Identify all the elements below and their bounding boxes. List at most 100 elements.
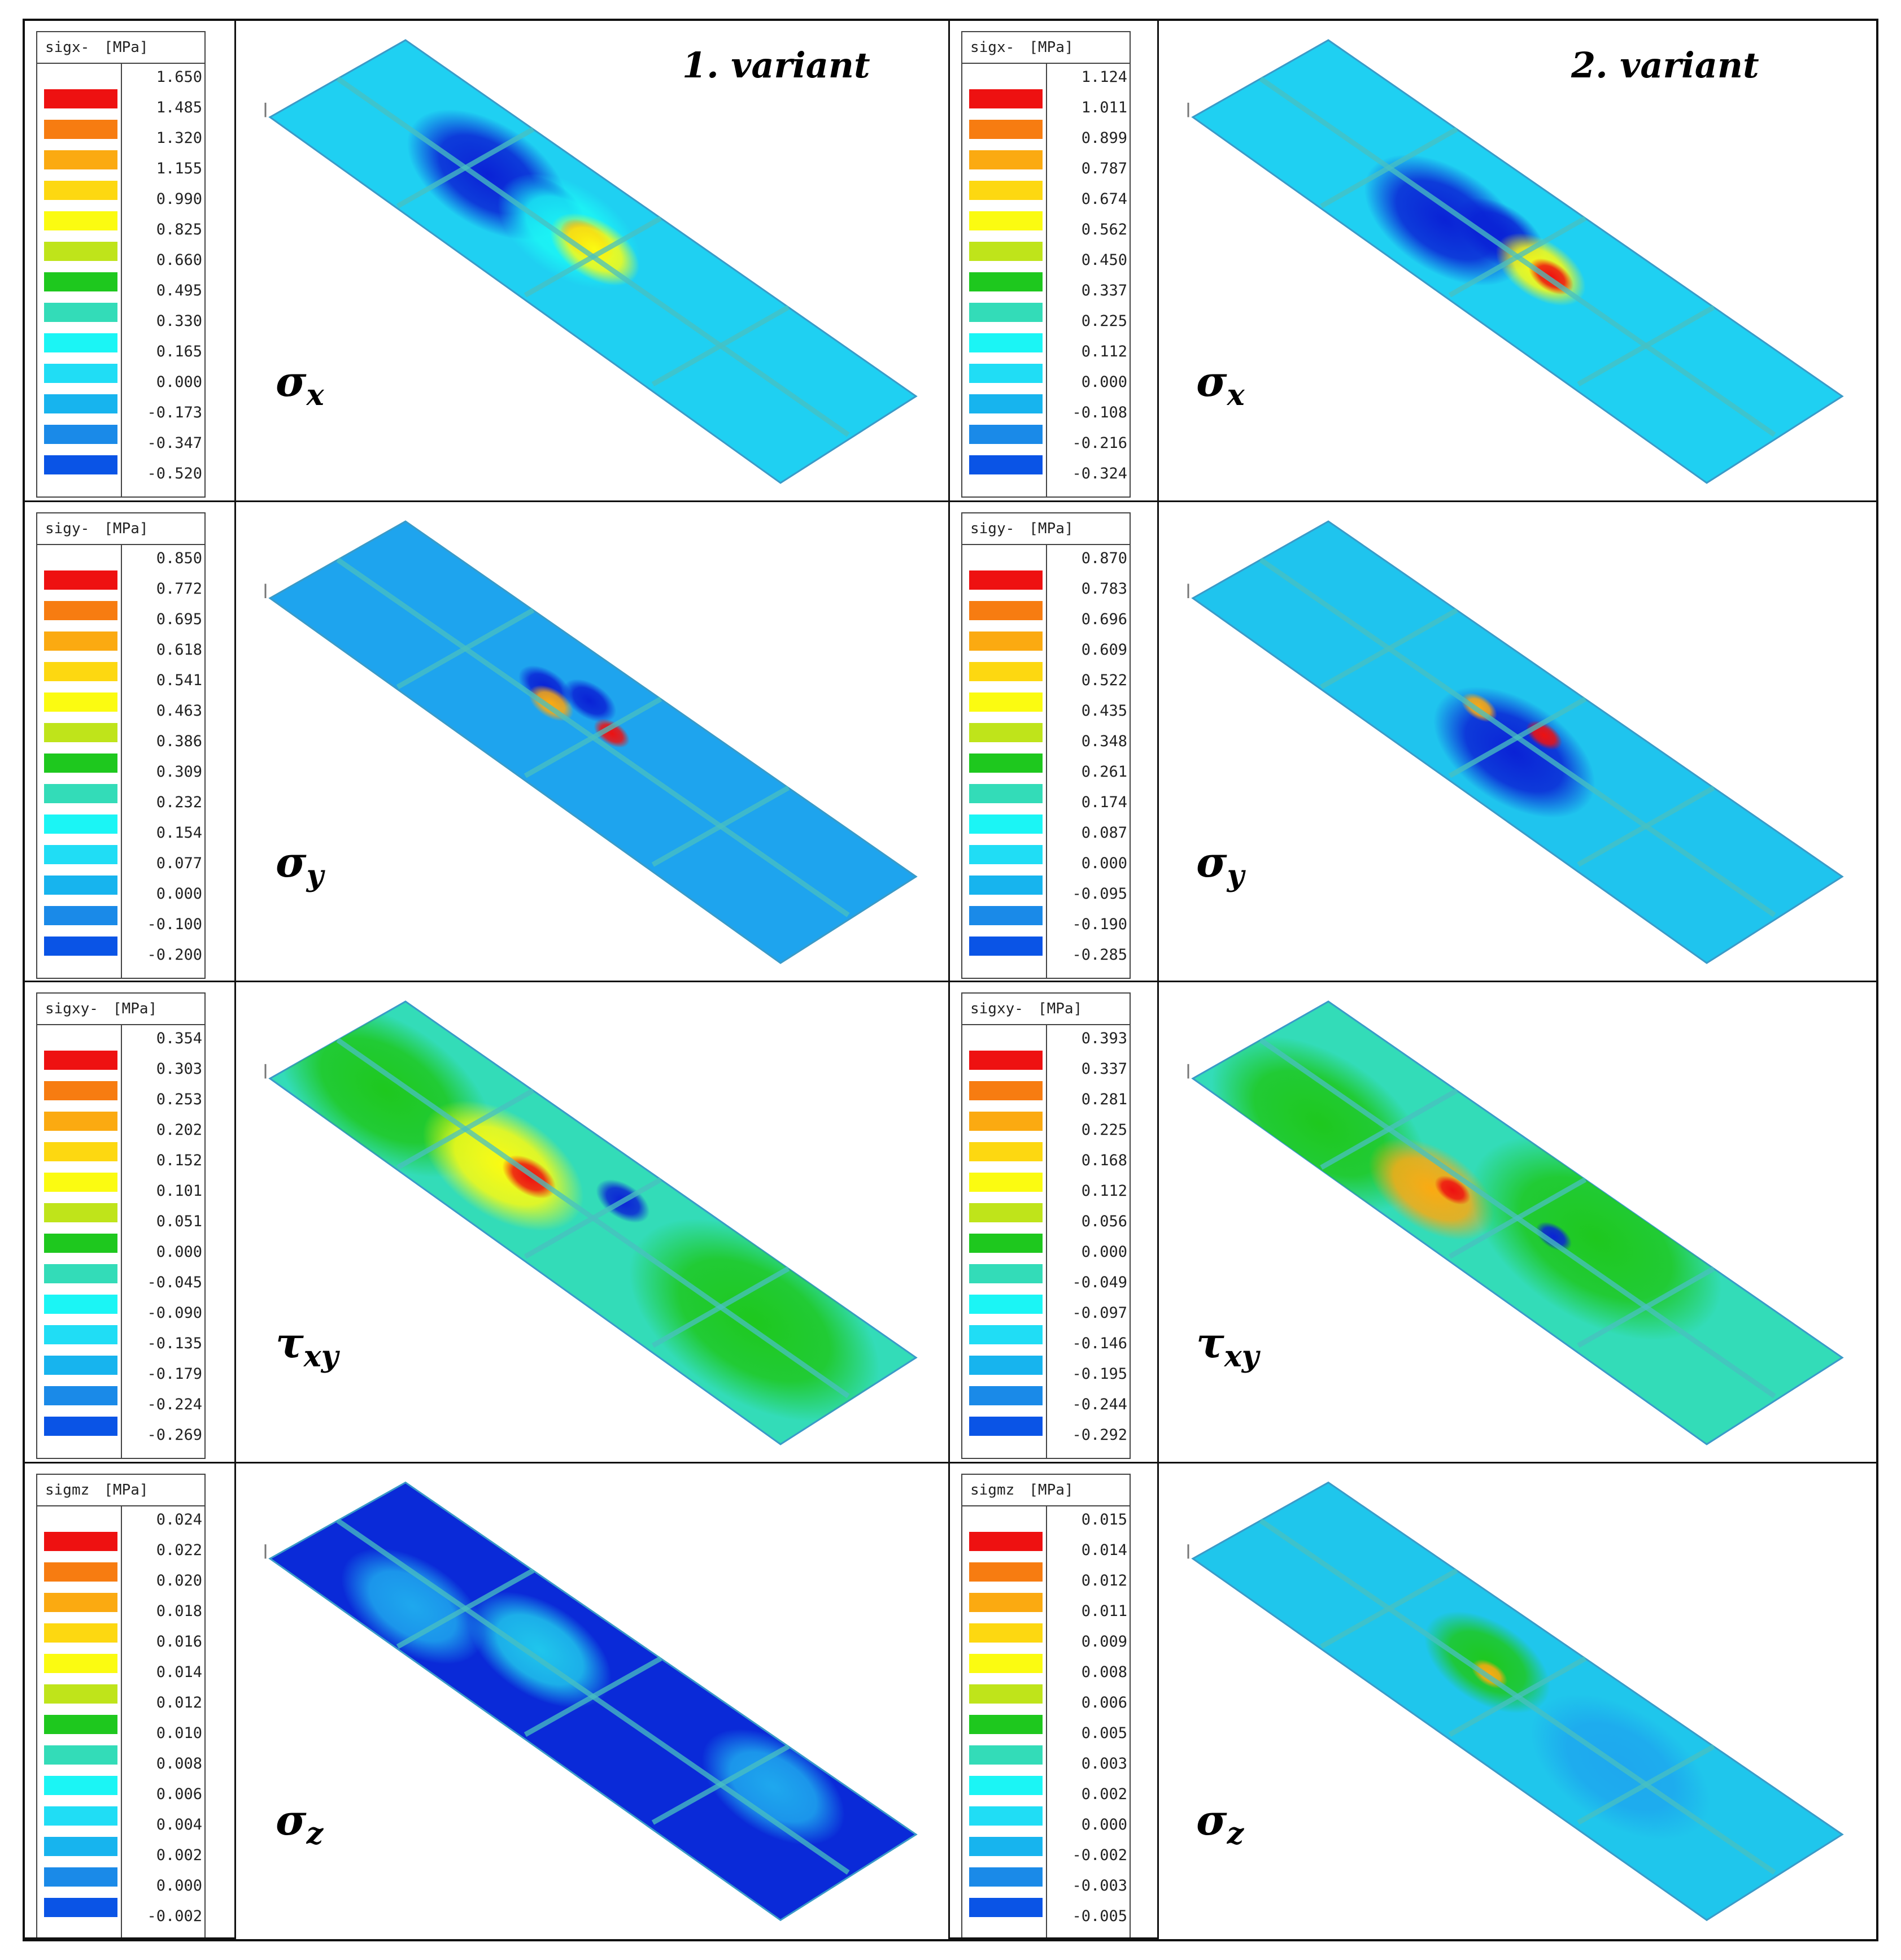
legend-tick: 0.674	[1081, 190, 1127, 208]
legend-tick: 0.463	[156, 702, 202, 720]
legend-swatch	[44, 601, 117, 620]
legend-tick: -0.005	[1072, 1907, 1127, 1925]
legend-tick: -0.095	[1072, 885, 1127, 903]
legend-swatch	[969, 876, 1043, 895]
legend-cell: sigmz [MPa] 0.024 0.022 0.020 0.018 0.016 0.014…	[25, 1464, 236, 1939]
legend-swatch	[44, 845, 117, 864]
legend-tick: -0.190	[1072, 916, 1127, 933]
legend-color-column	[962, 1025, 1047, 1458]
legend-color-column	[37, 1025, 122, 1458]
legend-tick: 0.303	[156, 1060, 202, 1078]
weld-seam	[524, 1656, 662, 1737]
legend-swatch	[44, 1776, 117, 1795]
legend-swatch	[44, 242, 117, 261]
legend-tick: 0.495	[156, 282, 202, 299]
legend-tick: 0.253	[156, 1091, 202, 1108]
legend-swatch	[969, 1593, 1043, 1612]
legend-tick: 0.004	[156, 1816, 202, 1833]
legend-tick: 0.330	[156, 312, 202, 330]
symbol-main: σ	[276, 1796, 307, 1845]
legend-tick: 0.000	[156, 1877, 202, 1894]
legend-tick: 0.783	[1081, 580, 1127, 598]
legend-tick: -0.135	[147, 1335, 202, 1352]
weld-seam	[1448, 1177, 1587, 1259]
stress-contour	[594, 718, 630, 748]
legend-swatch	[969, 1417, 1043, 1436]
weld-seam	[1320, 1088, 1458, 1170]
legend-tick: 0.281	[1081, 1091, 1127, 1108]
legend-swatch	[44, 272, 117, 291]
legend-swatch	[969, 1776, 1043, 1795]
legend-tick: -0.002	[147, 1907, 202, 1925]
legend-swatch	[969, 937, 1043, 956]
legend-swatch	[969, 89, 1043, 108]
legend-body: 1.650 1.485 1.320 1.155 0.990 0.825 0.660 0.495…	[37, 64, 204, 496]
legend-tick: 0.000	[156, 373, 202, 391]
legend-cell: sigx- [MPa] 1.650 1.485 1.320 1.155 0.990 0.825…	[25, 21, 236, 502]
color-legend: sigxy- [MPa] 0.354 0.303 0.253 0.202 0.152 0.10…	[36, 992, 206, 1459]
legend-tick: -0.347	[147, 434, 202, 452]
legend-body: 0.393 0.337 0.281 0.225 0.168 0.112 0.056 0.000…	[962, 1025, 1130, 1458]
legend-tick: 0.024	[156, 1511, 202, 1528]
legend-tick: 0.003	[1081, 1755, 1127, 1772]
legend-tick: -0.097	[1072, 1304, 1127, 1322]
legend-tick: -0.146	[1072, 1335, 1127, 1352]
legend-tick: 0.660	[156, 251, 202, 269]
legend-swatch	[44, 1715, 117, 1734]
legend-tick: 0.002	[1081, 1785, 1127, 1803]
symbol-main: τ	[1196, 1319, 1224, 1368]
legend-swatch	[44, 1264, 117, 1283]
legend-swatch	[44, 631, 117, 651]
legend-swatch	[44, 662, 117, 681]
legend-swatch	[44, 1142, 117, 1161]
legend-swatch	[44, 1837, 117, 1856]
legend-swatch	[44, 937, 117, 956]
legend-cell: sigxy- [MPa] 0.354 0.303 0.253 0.202 0.152 0.10…	[25, 982, 236, 1464]
legend-tick: 0.012	[1081, 1572, 1127, 1589]
legend-swatch	[44, 89, 117, 108]
color-legend: sigy- [MPa] 0.850 0.772 0.695 0.618 0.541 0.463…	[36, 512, 206, 979]
legend-body: 0.850 0.772 0.695 0.618 0.541 0.463 0.386 0.309…	[37, 545, 204, 978]
legend-tick: 0.011	[1081, 1602, 1127, 1620]
stress-plot-cell: σx 1. variant	[236, 21, 950, 502]
legend-swatch	[44, 1173, 117, 1192]
legend-tick: 0.000	[1081, 1816, 1127, 1833]
legend-tick: 0.014	[156, 1663, 202, 1681]
legend-swatch	[44, 1593, 117, 1612]
legend-tick: 0.386	[156, 733, 202, 750]
legend-swatch	[969, 1264, 1043, 1283]
legend-tick: 0.870	[1081, 550, 1127, 567]
legend-cell: sigxy- [MPa] 0.393 0.337 0.281 0.225 0.168 0.11…	[950, 982, 1159, 1464]
legend-unit: [MPa]	[112, 1000, 158, 1017]
legend-swatch	[44, 333, 117, 352]
legend-header: sigx- [MPa]	[962, 32, 1130, 64]
legend-swatch	[969, 784, 1043, 803]
legend-swatch	[969, 723, 1043, 742]
legend-tick: 0.261	[1081, 763, 1127, 781]
symbol-subscript: y	[306, 859, 324, 893]
variant-title: 1. variant	[682, 45, 870, 86]
color-legend: sigmz [MPa] 0.024 0.022 0.020 0.018 0.016 0.014…	[36, 1474, 206, 1937]
legend-tick: -0.100	[147, 916, 202, 933]
legend-body: 0.870 0.783 0.696 0.609 0.522 0.435 0.348 0.261…	[962, 545, 1130, 978]
legend-swatch	[969, 425, 1043, 444]
color-legend: sigy- [MPa] 0.870 0.783 0.696 0.609 0.522 0.435…	[961, 512, 1131, 979]
legend-swatch	[44, 181, 117, 200]
legend-header: sigxy- [MPa]	[962, 994, 1130, 1025]
legend-tick: 0.012	[156, 1694, 202, 1711]
legend-swatch	[969, 1295, 1043, 1314]
stress-contour	[1433, 686, 1595, 818]
legend-unit: [MPa]	[1029, 520, 1074, 537]
legend-title: sigy-	[45, 520, 90, 537]
legend-swatch	[44, 1867, 117, 1887]
legend-tick: -0.520	[147, 465, 202, 482]
legend-tick: 0.009	[1081, 1633, 1127, 1650]
stress-contour	[1368, 1138, 1494, 1240]
stress-symbol: σx	[276, 358, 324, 412]
legend-swatch	[969, 394, 1043, 413]
stress-contour	[468, 1592, 612, 1708]
legend-tick: 0.008	[156, 1755, 202, 1772]
legend-swatch	[44, 1356, 117, 1375]
legend-tick: 0.087	[1081, 824, 1127, 842]
legend-swatch	[969, 1386, 1043, 1405]
